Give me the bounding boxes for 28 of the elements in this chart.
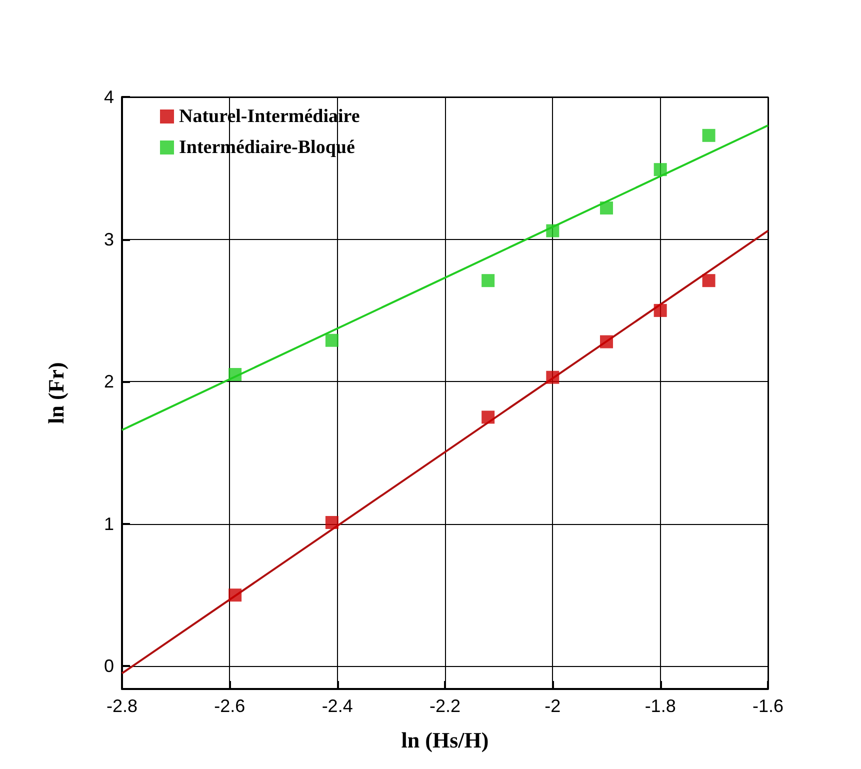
point bbox=[482, 274, 495, 288]
point bbox=[228, 588, 242, 602]
point bbox=[702, 274, 716, 288]
point bbox=[546, 224, 560, 238]
point bbox=[546, 370, 560, 384]
y-tick-label: 0 bbox=[104, 656, 114, 676]
point bbox=[654, 163, 667, 176]
y-tick-label: 3 bbox=[104, 229, 114, 250]
x-tick-label: -1.6 bbox=[752, 696, 784, 716]
x-tick-label: -2.8 bbox=[106, 696, 138, 716]
y-axis-title: ln (Fr) bbox=[44, 362, 68, 424]
point bbox=[482, 410, 495, 424]
x-tick-label: -1.8 bbox=[644, 696, 676, 716]
point bbox=[702, 128, 716, 142]
point bbox=[600, 335, 613, 348]
y-tick-label: 1 bbox=[104, 514, 114, 534]
x-tick-label: -2.4 bbox=[322, 696, 353, 716]
x-tick-label: -2.6 bbox=[214, 696, 246, 716]
point bbox=[228, 368, 242, 381]
y-tick-label: 2 bbox=[104, 372, 114, 392]
x-tick-label: -2.2 bbox=[429, 696, 461, 716]
x-tick-label: -2 bbox=[544, 696, 561, 716]
x-axis-title: ln (Hs/H) bbox=[401, 728, 489, 752]
point bbox=[325, 334, 338, 347]
point bbox=[654, 304, 667, 317]
y-tick-label: 4 bbox=[104, 87, 114, 107]
point bbox=[325, 516, 338, 529]
point bbox=[600, 202, 613, 214]
